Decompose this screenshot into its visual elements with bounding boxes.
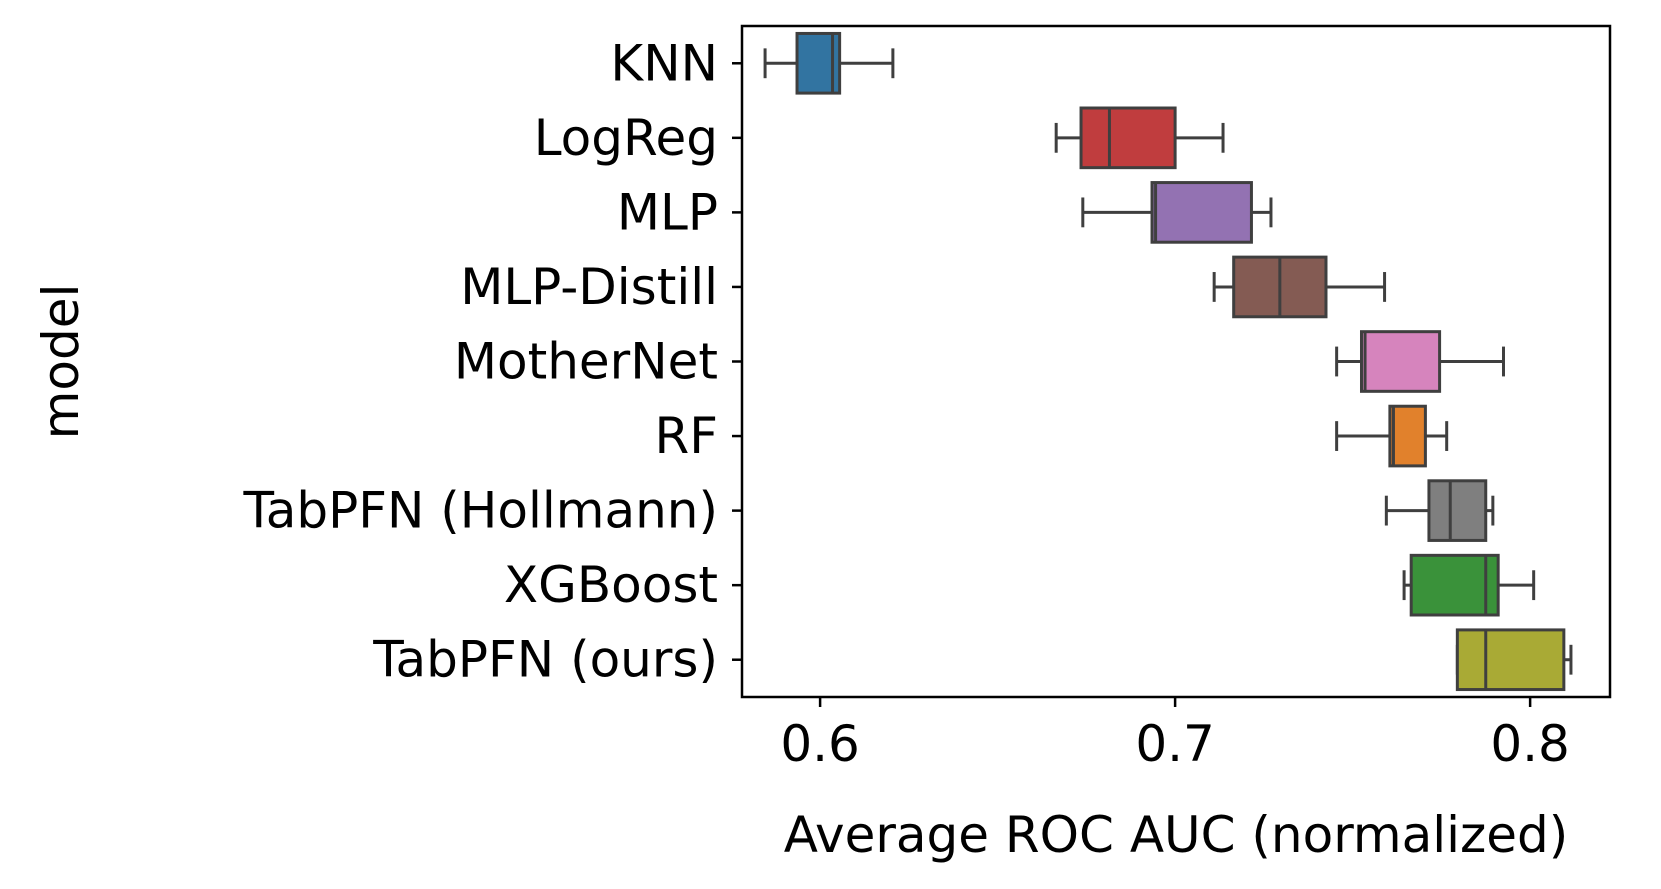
x-tick-label: 0.8 [1490, 715, 1570, 773]
iqr-box [1409, 553, 1500, 617]
box-rf [1335, 404, 1449, 468]
y-tick-label-xgboost: XGBoost [504, 556, 718, 614]
box-mothernet [1335, 330, 1505, 393]
y-axis: KNN LogReg MLP MLP-Distill MotherNet RF TabPFN… [242, 34, 742, 689]
iqr-box [1079, 106, 1177, 170]
box-mlp-distill [1212, 255, 1387, 319]
x-axis: 0.6 0.7 0.8 [780, 697, 1570, 773]
box-knn [763, 31, 895, 95]
y-tick-label-mlp: MLP [617, 183, 718, 241]
y-tick-label-mlp-distill: MLP-Distill [460, 258, 718, 316]
y-tick-label-rf: RF [654, 407, 718, 465]
y-tick-label-tabpfn-hollmann: TabPFN (Hollmann) [242, 482, 718, 540]
box-tabpfn-hollmann [1384, 479, 1495, 542]
boxes-layer [763, 31, 1573, 692]
y-axis-title: model [32, 284, 90, 440]
y-tick-label-mothernet: MotherNet [454, 333, 718, 391]
iqr-box [1359, 330, 1442, 393]
y-tick-label-logreg: LogReg [534, 109, 718, 167]
box-mlp [1081, 181, 1273, 244]
x-axis-title: Average ROC AUC (normalized) [784, 806, 1569, 864]
iqr-box [1388, 404, 1427, 468]
x-tick-label: 0.7 [1135, 715, 1215, 773]
iqr-box [1150, 181, 1253, 244]
y-tick-label-tabpfn-ours: TabPFN (ours) [372, 631, 718, 689]
iqr-box [1427, 479, 1488, 542]
y-tick-label-knn: KNN [610, 34, 718, 92]
box-logreg [1054, 106, 1225, 170]
iqr-box [1455, 628, 1566, 692]
x-tick-label: 0.6 [780, 715, 860, 773]
box-xgboost [1402, 553, 1536, 617]
box-tabpfn-ours [1455, 628, 1573, 692]
